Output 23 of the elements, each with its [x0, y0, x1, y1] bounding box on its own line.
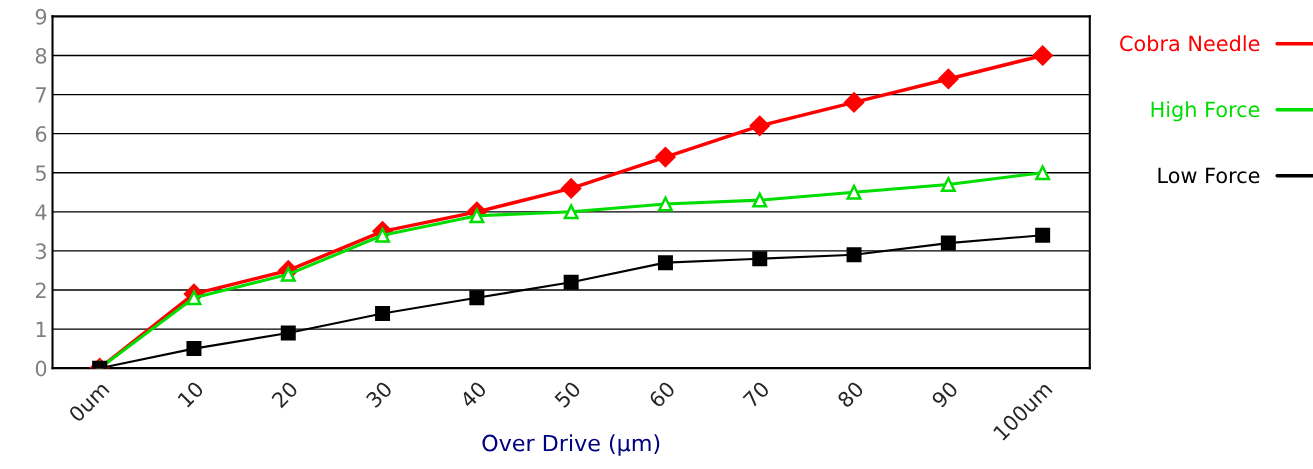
x-tick-label: 30 — [365, 380, 393, 409]
x-tick-label: 20 — [270, 380, 299, 409]
y-tick-label: 1 — [36, 321, 46, 337]
y-tick-label: 3 — [35, 243, 46, 260]
x-tick-label: 70 — [742, 380, 771, 409]
y-tick-label: 5 — [36, 165, 46, 181]
y-tick-label: 6 — [35, 126, 47, 142]
legend-label: Low Force — [1158, 167, 1260, 184]
x-tick-label: 10 — [177, 380, 205, 408]
y-tick-label: 9 — [35, 8, 47, 25]
y-tick-label: 8 — [35, 47, 47, 64]
x-tick-label: 40 — [459, 380, 488, 409]
x-axis-title: Over Drive (μm) — [482, 434, 660, 456]
y-tick-label: 4 — [35, 204, 47, 220]
legend-label: High Force — [1151, 101, 1260, 122]
x-tick-label: 50 — [553, 380, 582, 409]
x-tick-label: 60 — [648, 380, 676, 409]
legend-label: Cobra Needle — [1120, 35, 1260, 52]
y-tick-label: 0 — [35, 360, 47, 377]
y-tick-label: 2 — [35, 282, 46, 298]
x-tick-label: 80 — [836, 380, 865, 409]
y-tick-label: 7 — [36, 87, 46, 103]
x-tick-label: 90 — [930, 380, 959, 409]
